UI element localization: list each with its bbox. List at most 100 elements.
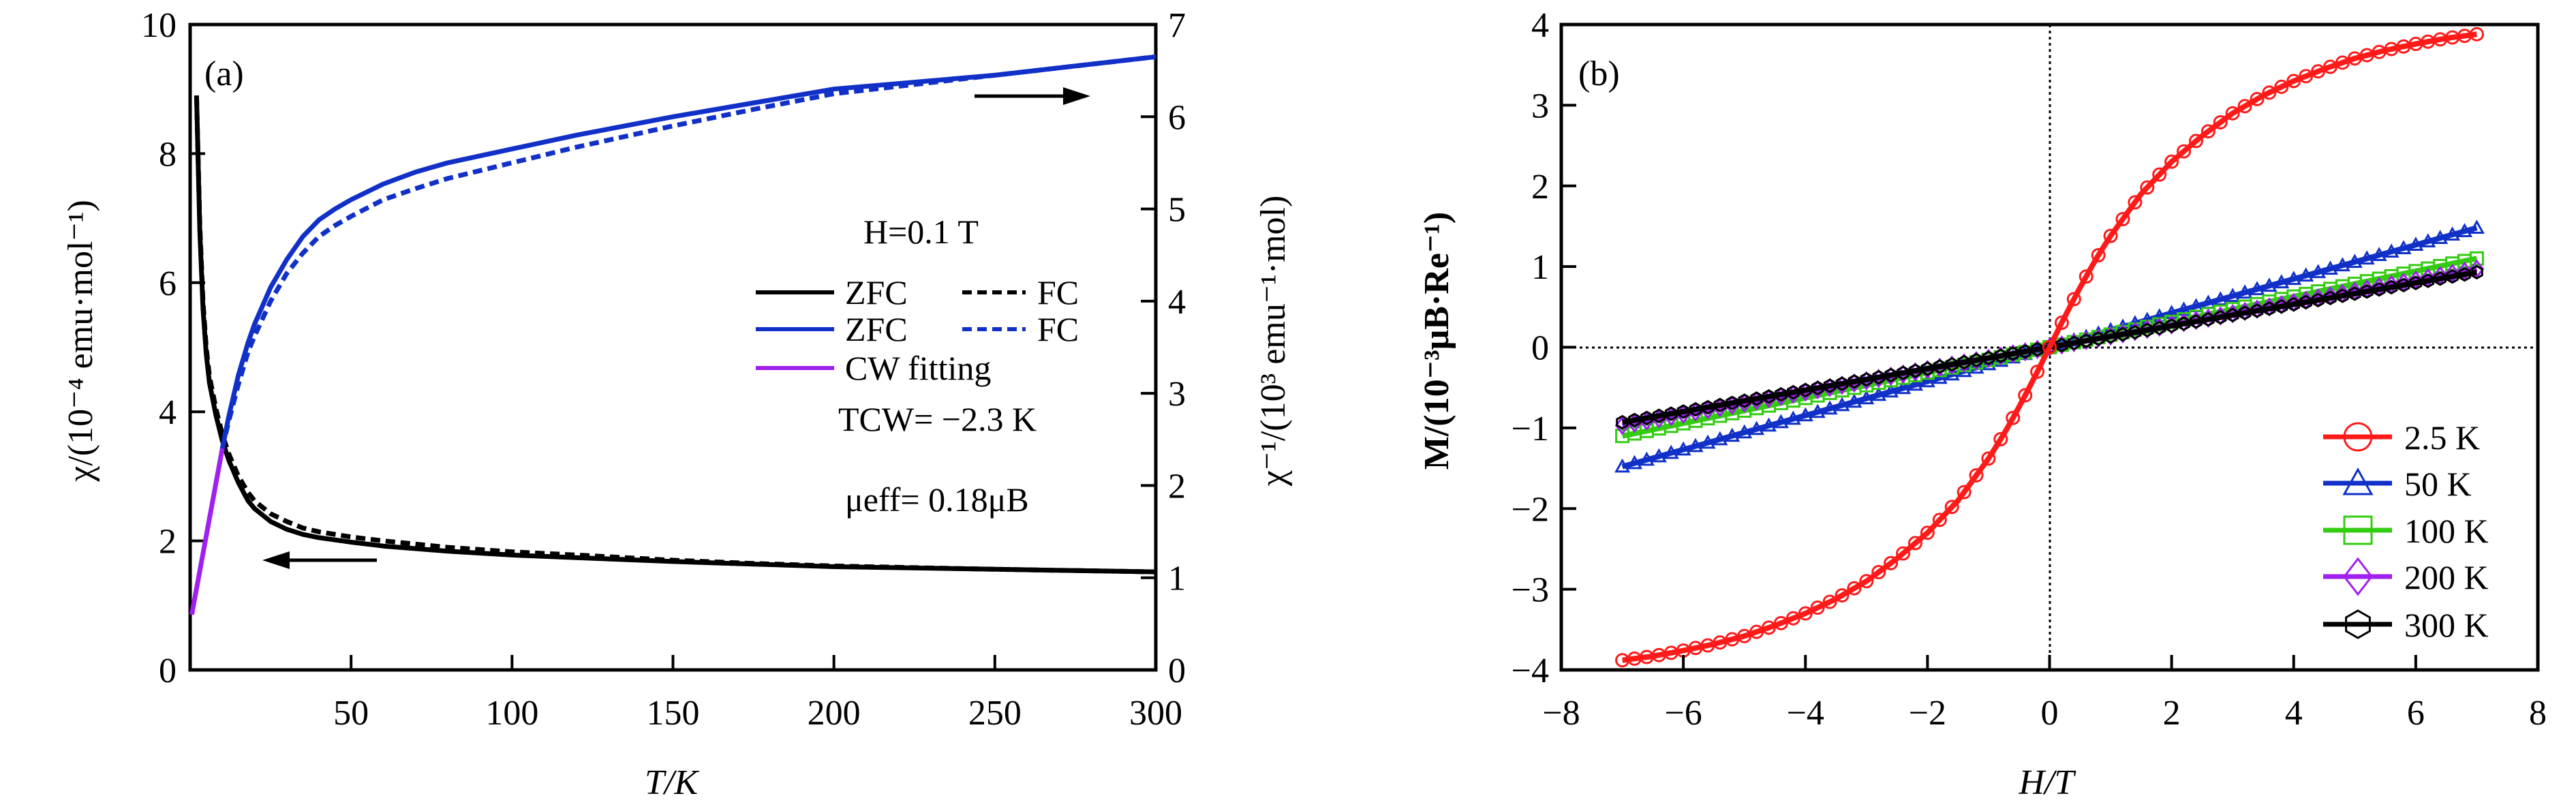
- data-point-300-k: [1689, 401, 1702, 417]
- data-point-300-k: [1750, 391, 1763, 406]
- data-point-300-k: [2385, 279, 2398, 295]
- data-point-300-k: [1835, 376, 1849, 391]
- legend-marker-200-k: [2343, 557, 2373, 596]
- data-point-50-k: [2310, 264, 2327, 279]
- data-point-50-k: [1651, 448, 1667, 463]
- data-point-50-k: [2408, 236, 2424, 251]
- y-tick-label: −1: [1512, 410, 1549, 448]
- data-point-300-k: [2202, 311, 2215, 327]
- data-point-300-k: [2006, 346, 2020, 361]
- legend-a: ZFC FC ZFC FC CW fitting: [756, 273, 1079, 387]
- y-right-tick-label: 7: [1168, 6, 1186, 45]
- data-point-2-5-k: [1920, 525, 1935, 540]
- ticks-b: −8 −6 −4 −2 0 2 4 6 8 −4 −3 −2 −1 0 1 2 3 4: [1512, 6, 2547, 733]
- data-point-300-k: [1775, 386, 1788, 402]
- data-point-300-k: [2226, 307, 2239, 323]
- data-point-2-5-k: [2115, 212, 2130, 227]
- legend-marker-100-k: [2343, 515, 2373, 545]
- series-a: [189, 54, 1156, 615]
- x-axis-label-b: H/T: [2019, 763, 2076, 802]
- data-point-50-k: [1724, 427, 1741, 442]
- x-tick-label: 2: [2163, 694, 2181, 733]
- data-point-300-k: [1664, 406, 1678, 421]
- y-right-tick-label: 5: [1168, 191, 1186, 230]
- data-point-300-k: [1798, 382, 1812, 398]
- y-tick-label: −2: [1512, 490, 1549, 529]
- data-point-50-k: [1773, 414, 1789, 429]
- y-axis-right-label-a: χ⁻¹/(10³ emu⁻¹·mol): [1254, 196, 1293, 487]
- data-point-50-k: [1638, 451, 1655, 466]
- data-point-2-5-k: [2335, 55, 2350, 70]
- data-point-50-k: [1858, 390, 1875, 405]
- y-tick-label: 2: [1531, 168, 1549, 206]
- data-point-2-5-k: [2177, 144, 2192, 159]
- data-point-50-k: [2468, 219, 2485, 234]
- data-point-300-k: [2213, 309, 2227, 325]
- data-point-300-k: [1628, 412, 1641, 428]
- data-point-2-5-k: [1932, 512, 1947, 527]
- data-point-50-k: [2432, 230, 2449, 244]
- data-point-2-5-k: [2299, 69, 2314, 84]
- data-point-300-k: [2446, 269, 2459, 284]
- data-point-50-k: [2273, 274, 2290, 289]
- data-point-2-5-k: [1810, 600, 1825, 615]
- y-tick-label: 8: [159, 135, 177, 174]
- data-point-50-k: [2224, 288, 2241, 303]
- data-point-2-5-k: [2006, 410, 2021, 425]
- arrow-right-icon: [975, 87, 1090, 105]
- data-point-2-5-k: [2018, 388, 2033, 403]
- data-point-300-k: [1945, 356, 1959, 372]
- data-point-2-5-k: [1749, 624, 1764, 639]
- data-point-50-k: [1785, 410, 1801, 425]
- legend-label-50-k: 50 K: [2404, 465, 2472, 503]
- legend-marker-50-k: [2342, 467, 2374, 495]
- y-tick-label: 0: [1531, 329, 1549, 368]
- x-tick-label: −4: [1787, 694, 1824, 733]
- data-point-300-k: [1860, 371, 1873, 387]
- x-tick-label: 0: [2041, 694, 2059, 733]
- data-point-2-5-k: [2188, 134, 2203, 149]
- data-point-50-k: [2346, 254, 2363, 269]
- legend-label-200-k: 200 K: [2404, 558, 2489, 596]
- data-point-2-5-k: [2322, 59, 2337, 74]
- y-tick-label: −4: [1512, 652, 1549, 690]
- data-point-2-5-k: [2286, 74, 2301, 89]
- data-point-50-k: [1871, 386, 1887, 401]
- series-line-cw-fitting-4: [189, 448, 225, 615]
- data-point-2-5-k: [1944, 500, 1959, 515]
- data-point-50-k: [2371, 247, 2387, 261]
- data-point-300-k: [2190, 314, 2203, 329]
- legend-b: 2.5 K 50 K 100 K 200 K 300 K: [2323, 418, 2489, 644]
- data-point-2-5-k: [1859, 574, 1874, 589]
- data-point-300-k: [2238, 305, 2252, 320]
- data-point-2-5-k: [1981, 451, 1996, 466]
- data-point-200-k: [2457, 261, 2472, 281]
- data-point-50-k: [1968, 359, 1984, 374]
- data-point-2-5-k: [2469, 27, 2484, 42]
- y-tick-label: 4: [159, 393, 177, 432]
- legend-label-2-5-k: 2.5 K: [2404, 418, 2480, 457]
- y-axis-label-b: M/(10⁻³μB·Re⁻¹): [1417, 212, 1456, 470]
- data-point-300-k: [2068, 335, 2081, 350]
- data-point-50-k: [1626, 455, 1643, 470]
- data-point-50-k: [2456, 223, 2473, 237]
- y-axis-label-a: χ/(10⁻⁴ emu·mol⁻¹): [61, 200, 100, 483]
- y-tick-label: 4: [1531, 6, 1549, 45]
- data-point-300-k: [1957, 354, 1971, 370]
- data-point-50-k: [1919, 373, 1935, 388]
- data-point-2-5-k: [2066, 292, 2081, 307]
- data-point-50-k: [1663, 444, 1679, 459]
- legend-marker-300-k: [2345, 609, 2371, 639]
- y-right-tick-label: 3: [1168, 375, 1186, 414]
- data-point-300-k: [2372, 281, 2386, 297]
- data-point-300-k: [2360, 284, 2374, 299]
- x-tick-label: 100: [485, 694, 538, 733]
- data-point-300-k: [1884, 367, 1897, 383]
- x-tick-label: 4: [2285, 694, 2303, 733]
- x-axis-label-a: T/K: [645, 763, 699, 802]
- data-point-50-k: [1883, 383, 1899, 398]
- data-point-300-k: [2116, 326, 2130, 342]
- panel-b: −8 −6 −4 −2 0 2 4 6 8 −4 −3 −2 −1 0 1 2 3 4 (b) H/T M/(10…: [1417, 6, 2547, 802]
- data-point-2-5-k: [2054, 316, 2069, 331]
